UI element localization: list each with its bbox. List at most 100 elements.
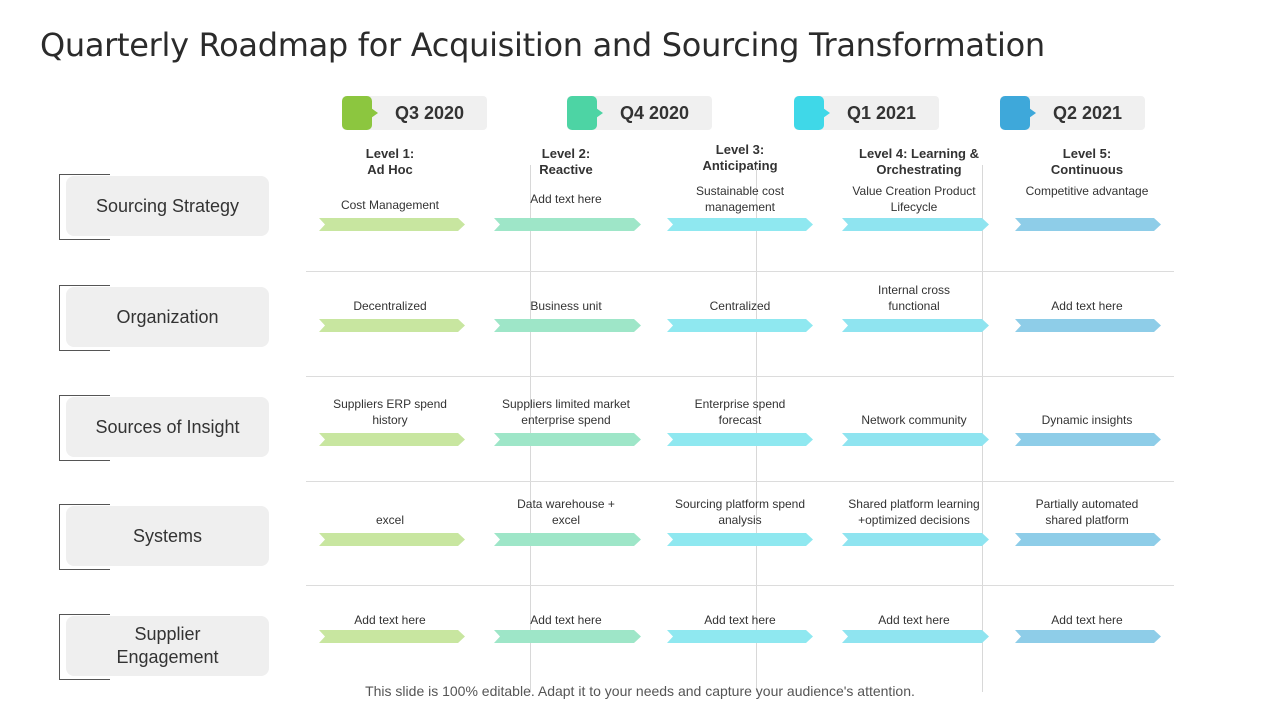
progress-arrow (494, 433, 641, 446)
progress-arrow-shape (319, 218, 465, 231)
cell-text: Partially automated shared platform (1035, 497, 1139, 527)
progress-arrow-shape (494, 533, 641, 546)
progress-arrow (494, 319, 641, 332)
progress-arrow-shape (319, 319, 465, 332)
quarter-color-marker (794, 96, 830, 130)
row-divider (306, 481, 1174, 482)
progress-arrow-shape (667, 630, 813, 643)
progress-arrow (494, 218, 641, 231)
cell-text: Sustainable cost management (695, 184, 785, 214)
row-label-text: Sources of Insight (66, 397, 269, 457)
progress-arrow (667, 218, 813, 231)
row-label-bracket (59, 504, 110, 570)
progress-arrow-shape (667, 433, 813, 446)
progress-arrow (319, 533, 465, 546)
level-heading-line1: Level 4: Learning & (859, 146, 979, 161)
quarter-tab: Q2 2021 (1000, 96, 1145, 130)
quarter-label: Q1 2021 (846, 103, 917, 123)
cell-text: Add text here (878, 613, 950, 627)
quarter-label: Q4 2020 (619, 103, 690, 123)
progress-arrow-shape (842, 218, 989, 231)
level-heading-line1: Level 2: (541, 146, 591, 161)
progress-arrow-shape (667, 533, 813, 546)
progress-arrow-shape (842, 319, 989, 332)
cell-text: Add text here (530, 613, 602, 627)
progress-arrow (1015, 630, 1161, 643)
cell-text: Shared platform learning +optimized decis… (848, 497, 980, 527)
level-heading-line2: Orchestrating (876, 162, 962, 177)
row-divider (306, 376, 1174, 377)
cell-text: Add text here (354, 613, 426, 627)
progress-arrow-shape (494, 630, 641, 643)
row-label-bracket (59, 614, 110, 680)
quarter-color-marker (342, 96, 378, 130)
cell-text: Enterprise spend forecast (694, 397, 786, 427)
level-heading-line2: Reactive (539, 162, 593, 177)
row-label: Organization (59, 285, 269, 351)
quarter-color-marker (567, 96, 603, 130)
level-heading-line2: Ad Hoc (367, 162, 413, 177)
cell-text: Centralized (709, 299, 771, 313)
cell-text: Add text here (1051, 299, 1123, 313)
progress-arrow-shape (319, 533, 465, 546)
row-divider (306, 585, 1174, 586)
progress-arrow-shape (842, 433, 989, 446)
quarter-tab: Q4 2020 (567, 96, 712, 130)
progress-arrow (319, 433, 465, 446)
quarter-label: Q2 2021 (1052, 103, 1123, 123)
level-heading-line1: Level 5: (1062, 146, 1112, 161)
progress-arrow (1015, 533, 1161, 546)
progress-arrow-shape (319, 433, 465, 446)
cell-text: Cost Management (340, 198, 440, 212)
row-label-bracket (59, 395, 110, 461)
cell-text: Dynamic insights (1041, 413, 1133, 427)
level-heading-line1: Level 3: (715, 142, 765, 157)
row-label: Supplier Engagement (59, 614, 269, 680)
progress-arrow-shape (1015, 533, 1161, 546)
level-heading: Level 5: Continuous (1012, 146, 1162, 178)
level-heading-line2: Continuous (1050, 162, 1124, 177)
cell-text: excel (375, 513, 404, 527)
progress-arrow (842, 433, 989, 446)
row-label: Sourcing Strategy (59, 174, 269, 240)
progress-arrow-shape (1015, 630, 1161, 643)
progress-arrow (667, 433, 813, 446)
progress-arrow-shape (667, 218, 813, 231)
level-heading: Level 4: Learning & Orchestrating (844, 146, 994, 178)
progress-arrow (667, 533, 813, 546)
progress-arrow-shape (494, 433, 641, 446)
row-label-bracket (59, 285, 110, 351)
progress-arrow (319, 319, 465, 332)
progress-arrow (842, 533, 989, 546)
cell-text: Add text here (704, 613, 776, 627)
progress-arrow-shape (319, 630, 465, 643)
column-divider (982, 165, 983, 692)
quarter-label: Q3 2020 (394, 103, 465, 123)
cell-text: Network community (861, 413, 967, 427)
cell-text: Value Creation Product Lifecycle (852, 184, 976, 214)
cell-text: Sourcing platform spend analysis (674, 497, 806, 527)
cell-text: Business unit (530, 299, 602, 313)
row-label-text: Systems (66, 506, 269, 566)
progress-arrow (842, 630, 989, 643)
progress-arrow (842, 319, 989, 332)
cell-text: Internal cross functional (877, 283, 951, 313)
quarter-color-marker (1000, 96, 1036, 130)
row-label-text: Organization (66, 287, 269, 347)
level-heading-line1: Level 1: (365, 146, 415, 161)
row-label-text: Sourcing Strategy (66, 176, 269, 236)
progress-arrow (319, 630, 465, 643)
progress-arrow (667, 319, 813, 332)
quarter-tab: Q3 2020 (342, 96, 487, 130)
cell-text: Competitive advantage (1025, 184, 1149, 198)
level-heading: Level 3: Anticipating (665, 142, 815, 174)
progress-arrow-shape (494, 319, 641, 332)
progress-arrow (667, 630, 813, 643)
progress-arrow (1015, 218, 1161, 231)
cell-text: Suppliers ERP spend history (333, 397, 447, 427)
row-label: Systems (59, 504, 269, 570)
row-label-bracket (59, 174, 110, 240)
level-heading-line2: Anticipating (702, 158, 778, 173)
progress-arrow (494, 630, 641, 643)
progress-arrow (1015, 319, 1161, 332)
